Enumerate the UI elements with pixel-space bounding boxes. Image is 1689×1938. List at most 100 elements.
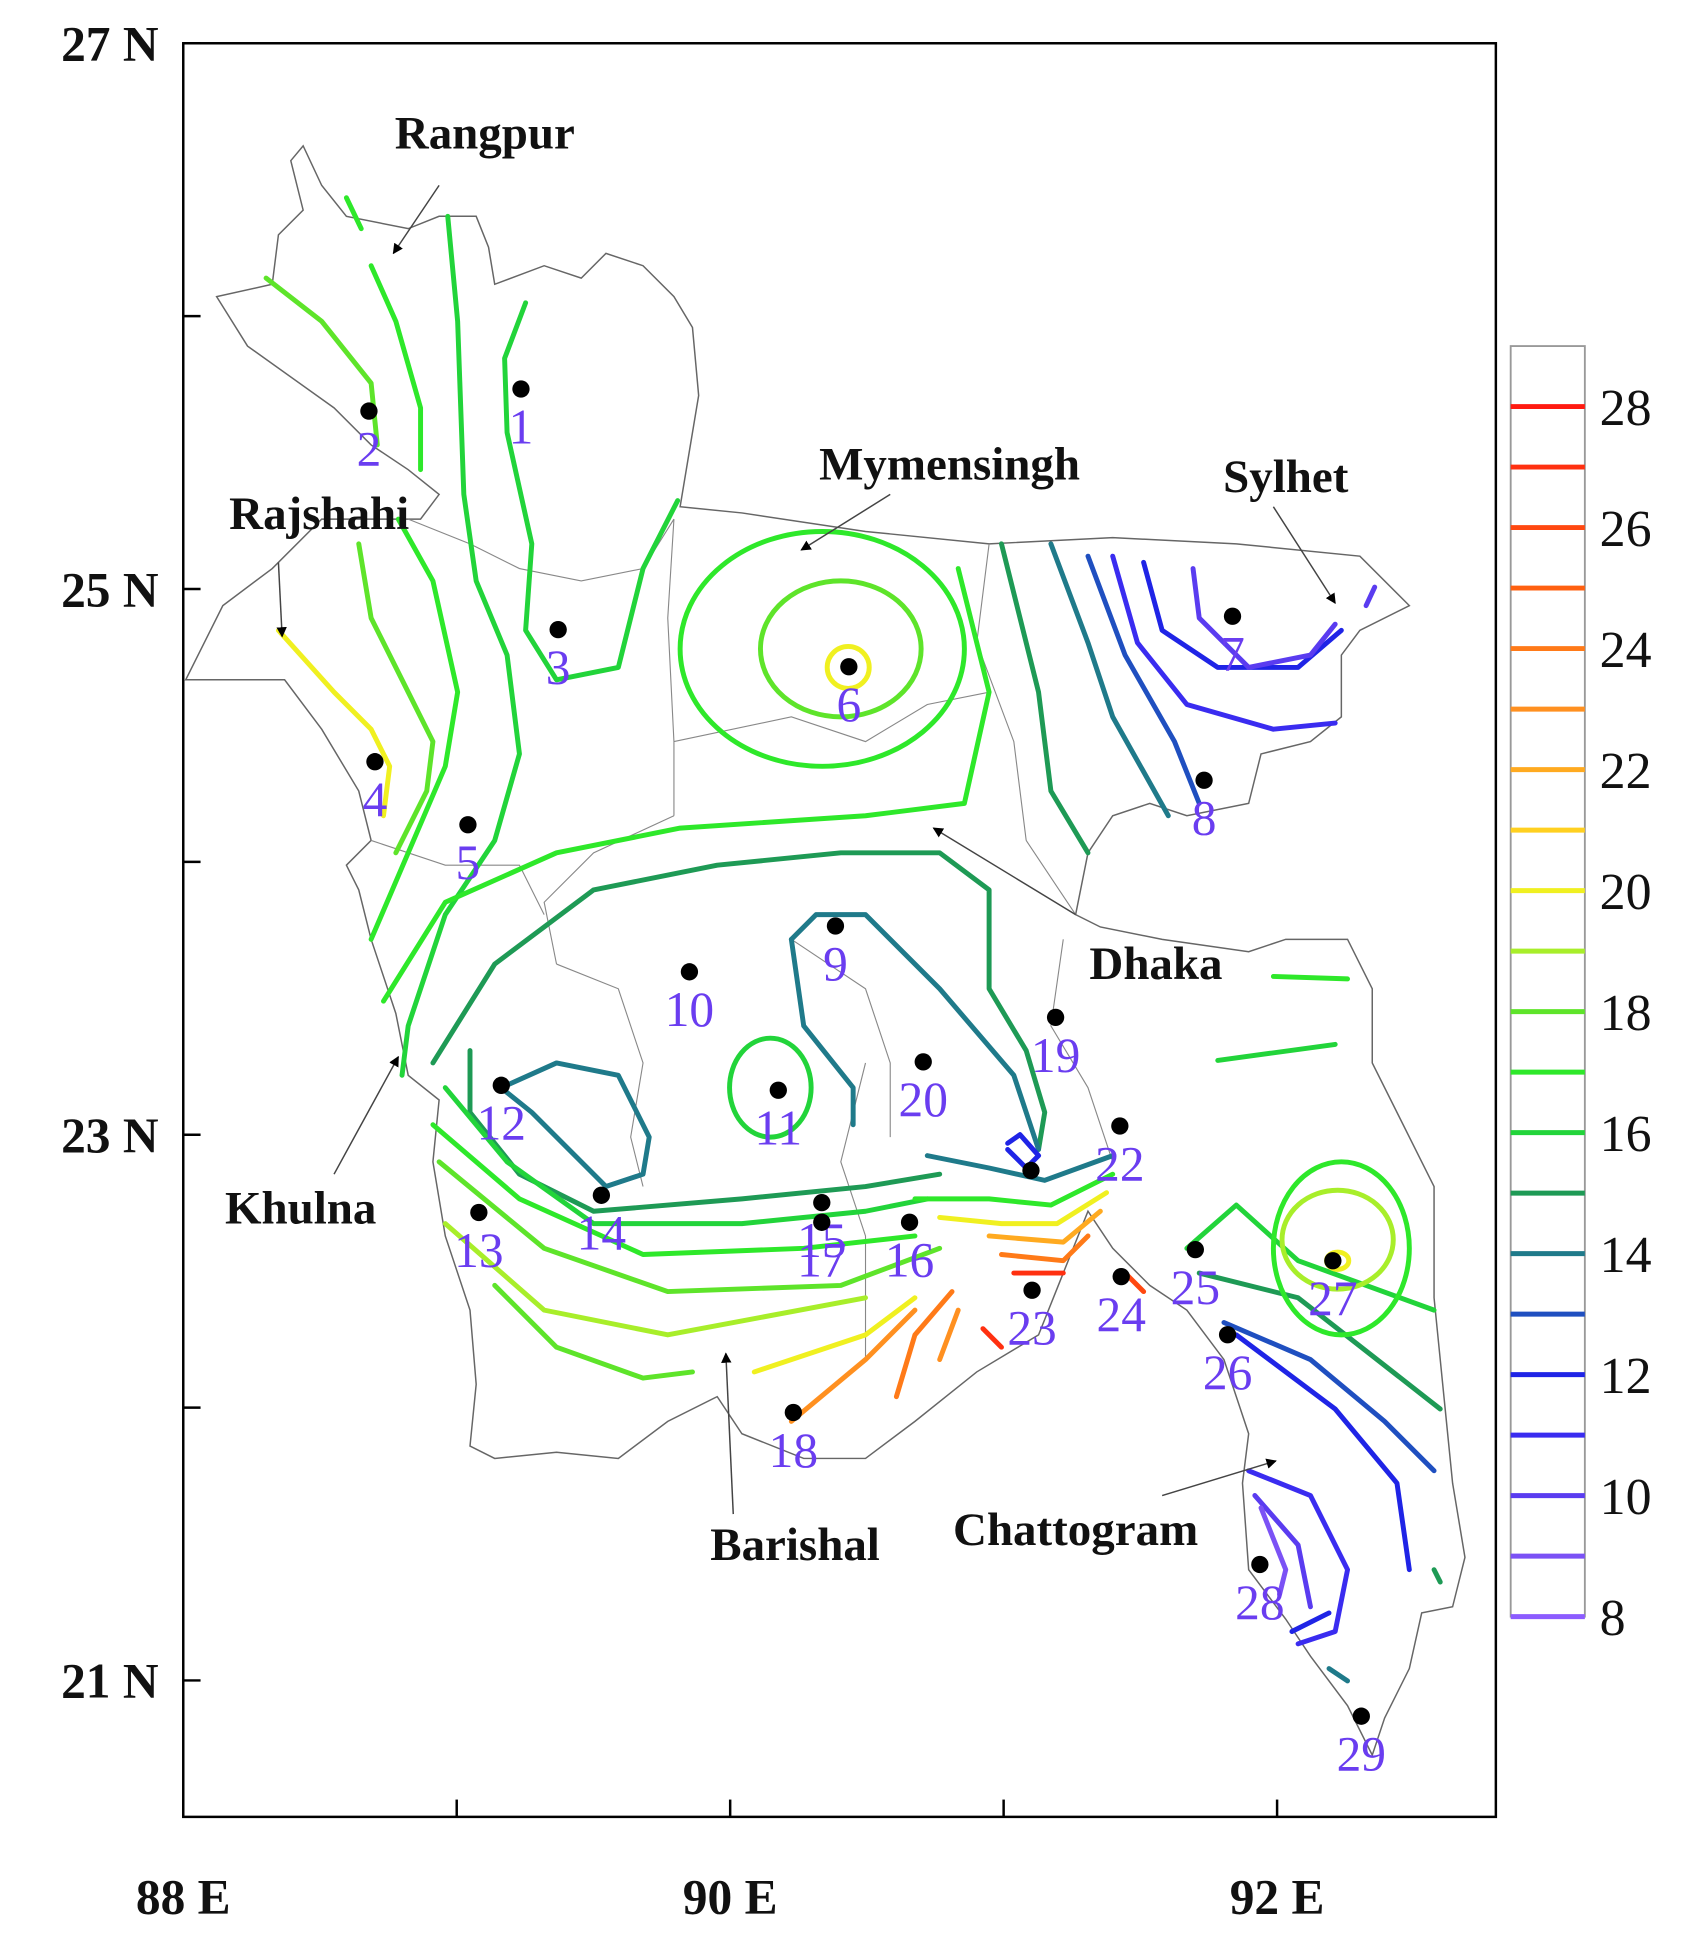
station xyxy=(813,1194,831,1212)
station-label: 5 xyxy=(456,835,481,890)
x-tick-label: 92 E xyxy=(1230,1869,1325,1924)
contour xyxy=(788,936,856,1128)
contour xyxy=(1258,1505,1289,1597)
colorbar-tick-label: 16 xyxy=(1600,1106,1652,1163)
contour xyxy=(788,912,1042,1152)
division-label: Dhaka xyxy=(1089,938,1222,990)
contour xyxy=(893,1289,955,1400)
station-label: 1 xyxy=(509,399,534,454)
station-label: 24 xyxy=(1097,1287,1146,1342)
x-tick-label: 88 E xyxy=(136,1869,231,1924)
colorbar-tick-label: 12 xyxy=(1600,1348,1652,1405)
station xyxy=(492,1076,510,1094)
contour xyxy=(368,263,424,473)
contour xyxy=(751,1295,918,1375)
station xyxy=(549,620,567,639)
contour xyxy=(1289,1610,1332,1634)
contour xyxy=(467,1048,943,1214)
station xyxy=(813,1213,831,1231)
contour xyxy=(1221,1320,1437,1474)
colorbar-tick-label: 20 xyxy=(1600,864,1652,921)
colorbar-tick-label: 8 xyxy=(1600,1590,1626,1647)
station-label: 9 xyxy=(823,936,848,991)
station-label: 18 xyxy=(769,1423,818,1478)
contour xyxy=(1431,1567,1443,1585)
division-arrow xyxy=(800,493,891,551)
station-label: 27 xyxy=(1308,1271,1357,1326)
contour xyxy=(442,1085,930,1227)
station xyxy=(1251,1555,1269,1574)
station-label: 19 xyxy=(1031,1028,1080,1083)
colorbar-tick-label: 24 xyxy=(1600,622,1652,679)
division-label: Mymensingh xyxy=(819,439,1080,491)
station xyxy=(914,1053,932,1071)
station xyxy=(1223,607,1242,625)
division-arrow xyxy=(1161,1458,1277,1497)
colorbar-tick-label: 26 xyxy=(1600,501,1652,558)
contour xyxy=(727,1035,814,1140)
contour xyxy=(1252,1493,1313,1610)
contour xyxy=(381,566,992,1004)
contour xyxy=(1233,1332,1412,1573)
station-label: 2 xyxy=(357,421,382,476)
contour xyxy=(1363,584,1378,609)
colorbar-tick-label: 22 xyxy=(1600,743,1652,800)
y-tick-label: 27 N xyxy=(61,17,159,72)
contour xyxy=(788,1307,918,1424)
contour xyxy=(430,850,1048,1152)
contour xyxy=(1005,1132,1042,1171)
station xyxy=(1112,1267,1130,1286)
station xyxy=(840,658,858,676)
contour xyxy=(998,541,1091,856)
station xyxy=(366,753,384,771)
station xyxy=(470,1203,488,1222)
contour xyxy=(492,1282,695,1381)
division-arrow xyxy=(721,1352,735,1515)
division-arrow xyxy=(276,562,287,638)
contour xyxy=(442,1221,868,1338)
contour xyxy=(824,643,872,691)
contour xyxy=(275,627,393,819)
contour xyxy=(986,1208,1103,1245)
station xyxy=(592,1186,611,1204)
contour xyxy=(998,1233,1091,1264)
station-label: 7 xyxy=(1220,627,1245,682)
division-arrow xyxy=(1272,506,1336,605)
station xyxy=(1195,771,1213,789)
station xyxy=(1022,1161,1040,1180)
station xyxy=(1324,1252,1342,1270)
contour xyxy=(343,195,364,232)
station xyxy=(360,402,378,420)
station xyxy=(1046,1008,1065,1027)
station-label: 26 xyxy=(1203,1345,1252,1400)
contour xyxy=(757,578,924,720)
division-label: Rangpur xyxy=(395,107,575,159)
colorbar-tick-label: 10 xyxy=(1600,1469,1652,1526)
y-tick-label: 25 N xyxy=(61,562,159,617)
station xyxy=(900,1213,919,1231)
contour xyxy=(1196,1270,1443,1412)
station-label: 14 xyxy=(577,1206,626,1261)
colorbar-frame xyxy=(1509,345,1586,1618)
y-tick-label: 23 N xyxy=(61,1108,159,1163)
station xyxy=(512,380,530,398)
station-label: 8 xyxy=(1192,791,1217,846)
division-boundaries xyxy=(370,518,1114,1360)
x-tick-label: 90 E xyxy=(683,1869,778,1924)
country-outline xyxy=(184,144,1466,1758)
contour xyxy=(677,528,967,769)
station-label: 20 xyxy=(899,1072,948,1127)
contour xyxy=(980,1326,1004,1350)
contour xyxy=(912,1171,1116,1208)
station-label: 25 xyxy=(1171,1260,1220,1315)
contour xyxy=(1279,1187,1396,1292)
contour xyxy=(1270,1159,1412,1338)
y-tick-label: 21 N xyxy=(61,1654,159,1709)
colorbar-tick-label: 28 xyxy=(1600,380,1652,437)
contour xyxy=(399,213,522,1078)
contour xyxy=(1085,553,1202,806)
station-label: 22 xyxy=(1095,1136,1144,1191)
colorbar-tick-label: 14 xyxy=(1600,1227,1652,1284)
station xyxy=(769,1081,787,1099)
